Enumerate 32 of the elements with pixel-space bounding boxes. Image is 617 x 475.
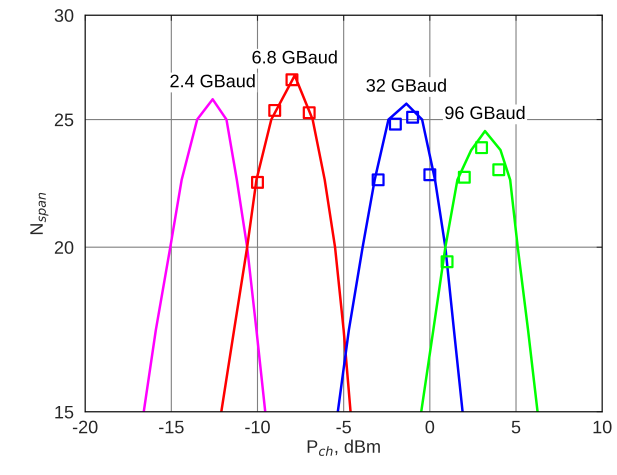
point (423, 168, 436, 182)
y-tick-label: 15 (55, 406, 74, 419)
y-tick-label: 25 (54, 113, 74, 126)
point (285, 73, 298, 86)
series-label: 6.8 GBaud (252, 50, 337, 64)
x-tick-label: 5 (512, 420, 520, 434)
point (268, 104, 282, 117)
y-tick-label: 30 (54, 9, 74, 22)
point (372, 173, 385, 186)
point (475, 141, 488, 154)
line-series (142, 98, 266, 412)
x-tick-label: -5 (336, 420, 351, 434)
x-tick-label: 10 (594, 420, 612, 434)
point (251, 176, 264, 189)
series-label: 96 GBaud (445, 106, 524, 120)
x-tick-label: -20 (72, 420, 98, 434)
x-tick-label: -10 (245, 420, 270, 434)
y-axis-title: N$_{span}$ (30, 192, 48, 234)
point (302, 106, 316, 120)
point (406, 110, 420, 124)
point (458, 170, 471, 184)
x-axis-title: P$_{ch}$, dBm (308, 440, 380, 456)
line-series (420, 130, 539, 412)
point (388, 118, 402, 131)
series-label: 32 GBaud (366, 78, 446, 92)
point (492, 163, 506, 176)
line-series (336, 102, 464, 412)
x-tick-label: 0 (426, 420, 434, 434)
y-tick-label: 20 (54, 241, 74, 254)
x-tick-label: -15 (159, 420, 184, 434)
point (440, 255, 454, 268)
series-label: 2.4 GBaud (170, 74, 255, 88)
